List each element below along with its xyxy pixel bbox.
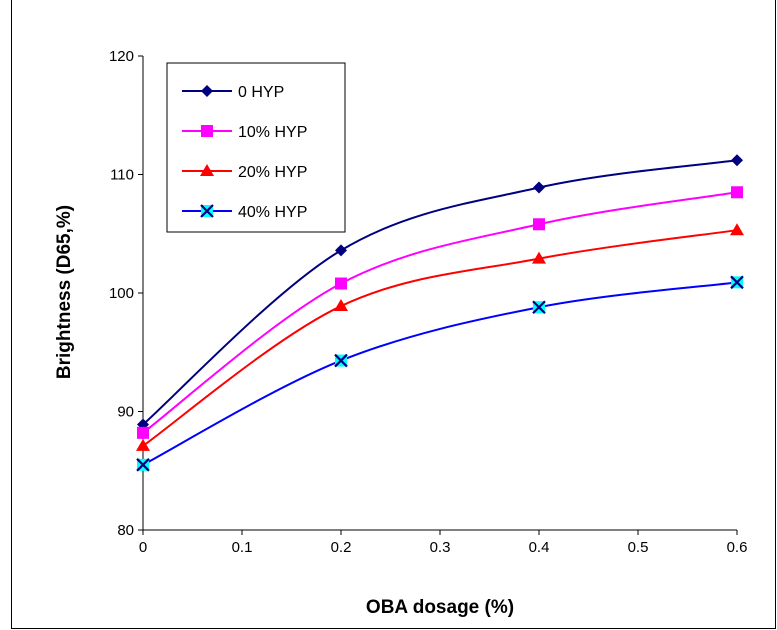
marker-cross — [136, 458, 150, 472]
series-1 — [137, 154, 743, 431]
x-tick-label: 0.5 — [628, 539, 649, 556]
series-2 — [137, 186, 743, 439]
legend-label: 40% HYP — [238, 204, 307, 221]
data-point — [137, 426, 149, 439]
marker-cross — [730, 275, 744, 290]
legend-marker — [201, 85, 213, 97]
x-axis-title: OBA dosage (%) — [366, 597, 514, 618]
legend: 0 HYP 10% HYP 20% HYP 40% HYP — [166, 62, 346, 233]
data-point — [136, 438, 150, 451]
chart-frame — [11, 0, 776, 629]
series-3 — [136, 223, 744, 451]
x-tick-label: 0.4 — [529, 539, 550, 556]
axes: 80 90 100 110 120 0 0.1 0.2 0.3 0.4 0.5 0.6 — [109, 48, 747, 556]
y-tick-label: 80 — [117, 522, 134, 539]
data-point — [334, 299, 348, 312]
legend-marker — [201, 125, 213, 137]
series-line — [142, 191, 738, 434]
series-line — [142, 159, 738, 426]
y-axis-title: Brightness (D65,%) — [54, 205, 75, 379]
series-line — [142, 229, 738, 447]
x-tick-label: 0 — [139, 539, 147, 556]
x-tick-label: 0.3 — [430, 539, 451, 556]
x-tick-label: 0.6 — [727, 539, 748, 556]
data-point — [532, 300, 546, 314]
series-layer — [136, 154, 744, 472]
data-point — [730, 223, 744, 236]
legend-label: 10% HYP — [238, 124, 307, 141]
data-point — [731, 154, 743, 167]
marker-cross — [532, 300, 546, 314]
data-point — [335, 244, 347, 257]
legend-marker — [200, 204, 214, 218]
y-tick-label: 100 — [109, 285, 134, 302]
data-point — [730, 275, 744, 290]
legend-label: 20% HYP — [238, 164, 307, 181]
x-tick-label: 0.2 — [331, 539, 352, 556]
y-tick-label: 120 — [109, 48, 134, 65]
data-point — [334, 353, 348, 368]
series-line — [142, 281, 738, 466]
data-point — [532, 251, 546, 264]
data-point — [533, 218, 545, 231]
data-point — [335, 277, 347, 290]
legend-marker — [200, 164, 214, 176]
y-tick-label: 90 — [117, 404, 134, 421]
data-point — [731, 186, 743, 199]
data-point — [136, 458, 150, 472]
y-tick-label: 110 — [110, 167, 134, 184]
data-point — [533, 181, 545, 194]
x-tick-label: 0.1 — [232, 539, 253, 556]
series-4 — [136, 275, 744, 472]
marker-cross — [334, 353, 348, 368]
marker-cross — [200, 204, 214, 218]
legend-label: 0 HYP — [238, 84, 284, 101]
